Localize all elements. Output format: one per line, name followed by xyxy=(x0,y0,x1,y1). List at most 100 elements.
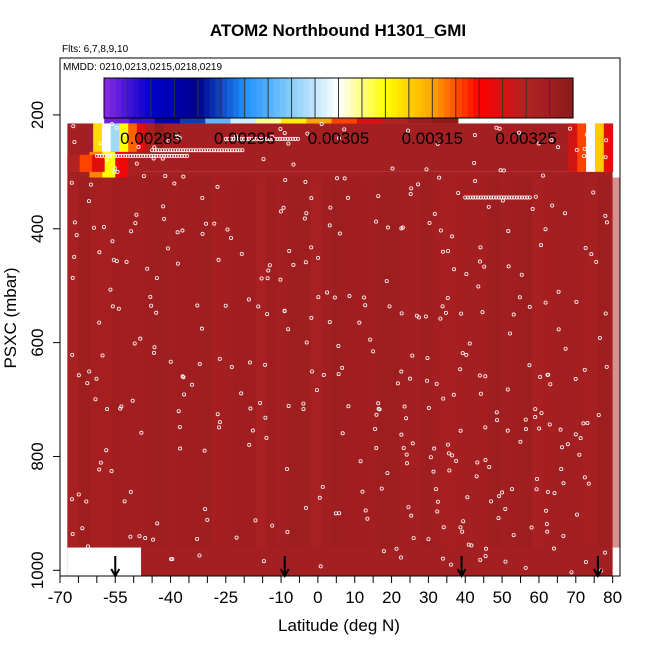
sample-point xyxy=(282,309,287,314)
sample-point xyxy=(277,136,282,141)
sample-point xyxy=(211,148,216,153)
sample-point xyxy=(150,148,155,153)
sample-point xyxy=(100,153,105,158)
sample-point xyxy=(446,451,451,456)
sample-point xyxy=(249,136,254,141)
sample-point xyxy=(398,555,403,560)
colorbar-cell xyxy=(133,78,140,118)
colorbar-cell xyxy=(150,78,158,118)
colorbar-cell xyxy=(127,78,134,118)
sample-point xyxy=(74,233,79,238)
sample-point xyxy=(179,153,184,158)
sample-point xyxy=(476,284,481,289)
sample-point xyxy=(379,486,384,491)
sample-point xyxy=(288,136,293,141)
colorbar-cell xyxy=(250,78,258,118)
sample-point xyxy=(206,148,211,153)
colorbar-cell xyxy=(367,78,375,118)
colorbar-cell xyxy=(520,78,527,118)
colorbar-cell xyxy=(455,78,463,118)
sample-point xyxy=(186,148,191,153)
sample-point xyxy=(290,136,295,141)
colorbar-cell xyxy=(426,78,433,118)
sample-point xyxy=(409,513,414,518)
colorbar-frame xyxy=(103,77,574,119)
sample-point xyxy=(199,148,204,153)
x-tick-label: 10 xyxy=(345,588,364,607)
sample-point xyxy=(136,144,141,149)
sample-point xyxy=(494,410,499,415)
sample-point xyxy=(565,442,570,447)
colorbar-cell xyxy=(561,78,568,118)
band-cell xyxy=(67,154,81,172)
sample-point xyxy=(219,148,224,153)
texture-column xyxy=(498,177,510,548)
sample-point xyxy=(177,136,182,141)
sample-point xyxy=(561,481,566,486)
sample-point xyxy=(154,276,159,281)
sample-point xyxy=(522,195,527,200)
x-tick-label: 80 xyxy=(603,588,622,607)
sample-point xyxy=(582,367,587,372)
sample-point xyxy=(309,245,314,250)
sample-point xyxy=(452,267,457,272)
sample-point xyxy=(512,195,517,200)
sample-point xyxy=(603,213,608,218)
sample-point xyxy=(465,195,470,200)
sample-point xyxy=(196,148,201,153)
sample-point xyxy=(428,455,433,460)
sample-point xyxy=(404,452,409,457)
sample-point xyxy=(246,297,251,302)
sample-point xyxy=(483,457,488,462)
sample-point xyxy=(527,195,532,200)
sample-point xyxy=(177,424,182,429)
sample-point xyxy=(195,537,200,542)
sample-point xyxy=(337,231,342,236)
sample-point xyxy=(257,136,262,141)
sample-point xyxy=(130,153,135,158)
sample-point xyxy=(573,377,578,382)
sample-point xyxy=(261,157,266,162)
x-tick-label: 0 xyxy=(313,588,322,607)
colorbar-cell xyxy=(479,78,486,118)
sample-point xyxy=(461,519,466,524)
sample-point xyxy=(574,148,579,153)
sample-point xyxy=(228,136,233,141)
sample-point xyxy=(458,367,463,372)
sample-point xyxy=(217,425,222,430)
colorbar-cell xyxy=(315,78,322,118)
sample-point xyxy=(548,382,553,387)
y-axis-label: PSXC (mbar) xyxy=(1,267,20,368)
sample-point xyxy=(589,252,594,257)
sample-point xyxy=(585,421,590,426)
sample-point xyxy=(134,212,139,217)
sample-point xyxy=(304,505,309,510)
sample-point xyxy=(373,426,378,431)
sample-point xyxy=(467,341,472,346)
sample-point xyxy=(128,534,133,539)
sample-point xyxy=(283,136,288,141)
band-cell xyxy=(101,123,112,152)
sample-point xyxy=(264,435,269,440)
sample-point xyxy=(177,153,182,158)
texture-column xyxy=(299,177,312,548)
texture-column xyxy=(520,177,533,548)
sample-point xyxy=(301,401,306,406)
texture-column xyxy=(531,177,544,548)
texture-column xyxy=(133,177,146,548)
sample-point xyxy=(97,153,102,158)
sample-point xyxy=(72,254,77,259)
sample-point xyxy=(527,304,532,309)
sample-point xyxy=(464,272,469,277)
sample-point xyxy=(100,353,105,358)
band-cell xyxy=(91,154,105,172)
sample-point xyxy=(270,523,275,528)
band-cell xyxy=(154,123,164,152)
sample-point xyxy=(91,225,96,230)
sample-point xyxy=(284,467,289,472)
sample-point xyxy=(267,263,272,268)
sample-point xyxy=(130,398,135,403)
sample-point xyxy=(85,544,90,549)
sample-point xyxy=(529,525,534,530)
